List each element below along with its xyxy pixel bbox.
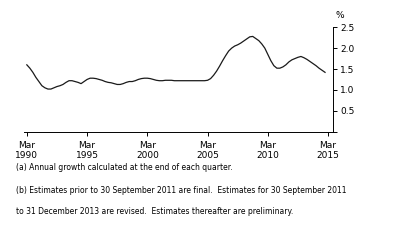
Text: (b) Estimates prior to 30 September 2011 are final.  Estimates for 30 September : (b) Estimates prior to 30 September 2011… xyxy=(16,186,346,195)
Text: %: % xyxy=(335,11,344,20)
Text: (a) Annual growth calculated at the end of each quarter.: (a) Annual growth calculated at the end … xyxy=(16,163,233,173)
Text: to 31 December 2013 are revised.  Estimates thereafter are preliminary.: to 31 December 2013 are revised. Estimat… xyxy=(16,207,293,216)
